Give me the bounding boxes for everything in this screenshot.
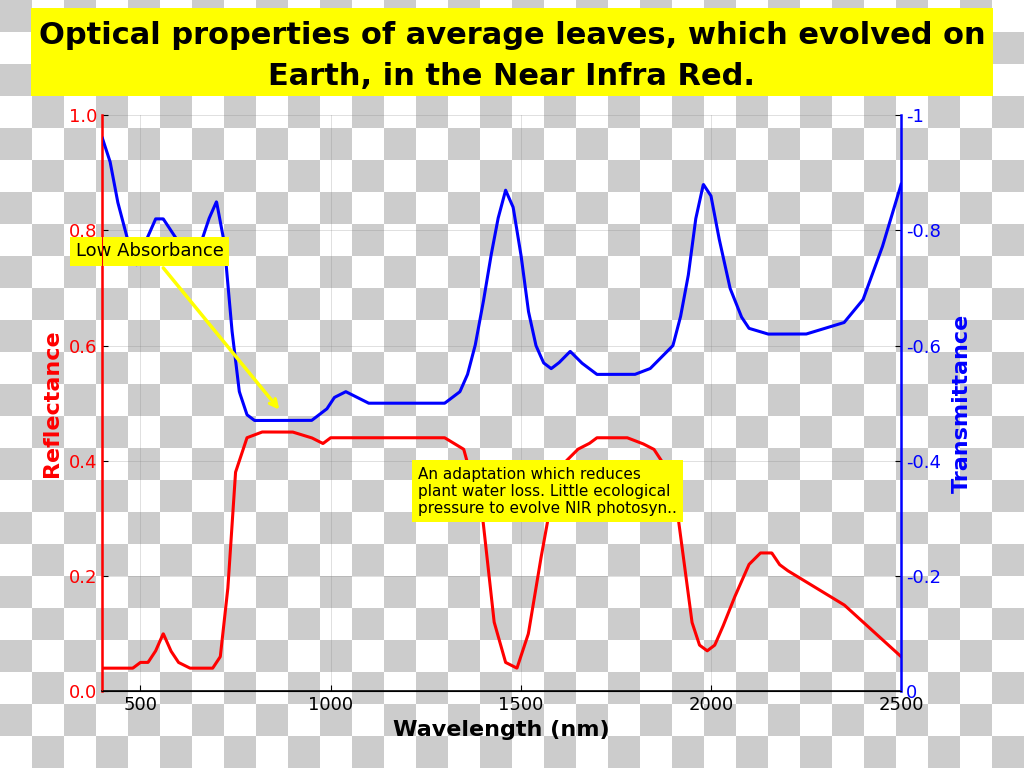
Text: Earth, in the Near Infra Red.: Earth, in the Near Infra Red. [268, 62, 756, 91]
Text: An adaptation which reduces
plant water loss. Little ecological
pressure to evol: An adaptation which reduces plant water … [418, 466, 677, 516]
X-axis label: Wavelength (nm): Wavelength (nm) [393, 720, 610, 740]
Text: Low Absorbance: Low Absorbance [76, 243, 276, 407]
Text: Optical properties of average leaves, which evolved on: Optical properties of average leaves, wh… [39, 22, 985, 51]
FancyBboxPatch shape [31, 8, 993, 96]
Y-axis label: Transmittance: Transmittance [952, 313, 972, 493]
Y-axis label: Reflectance: Reflectance [42, 329, 62, 477]
